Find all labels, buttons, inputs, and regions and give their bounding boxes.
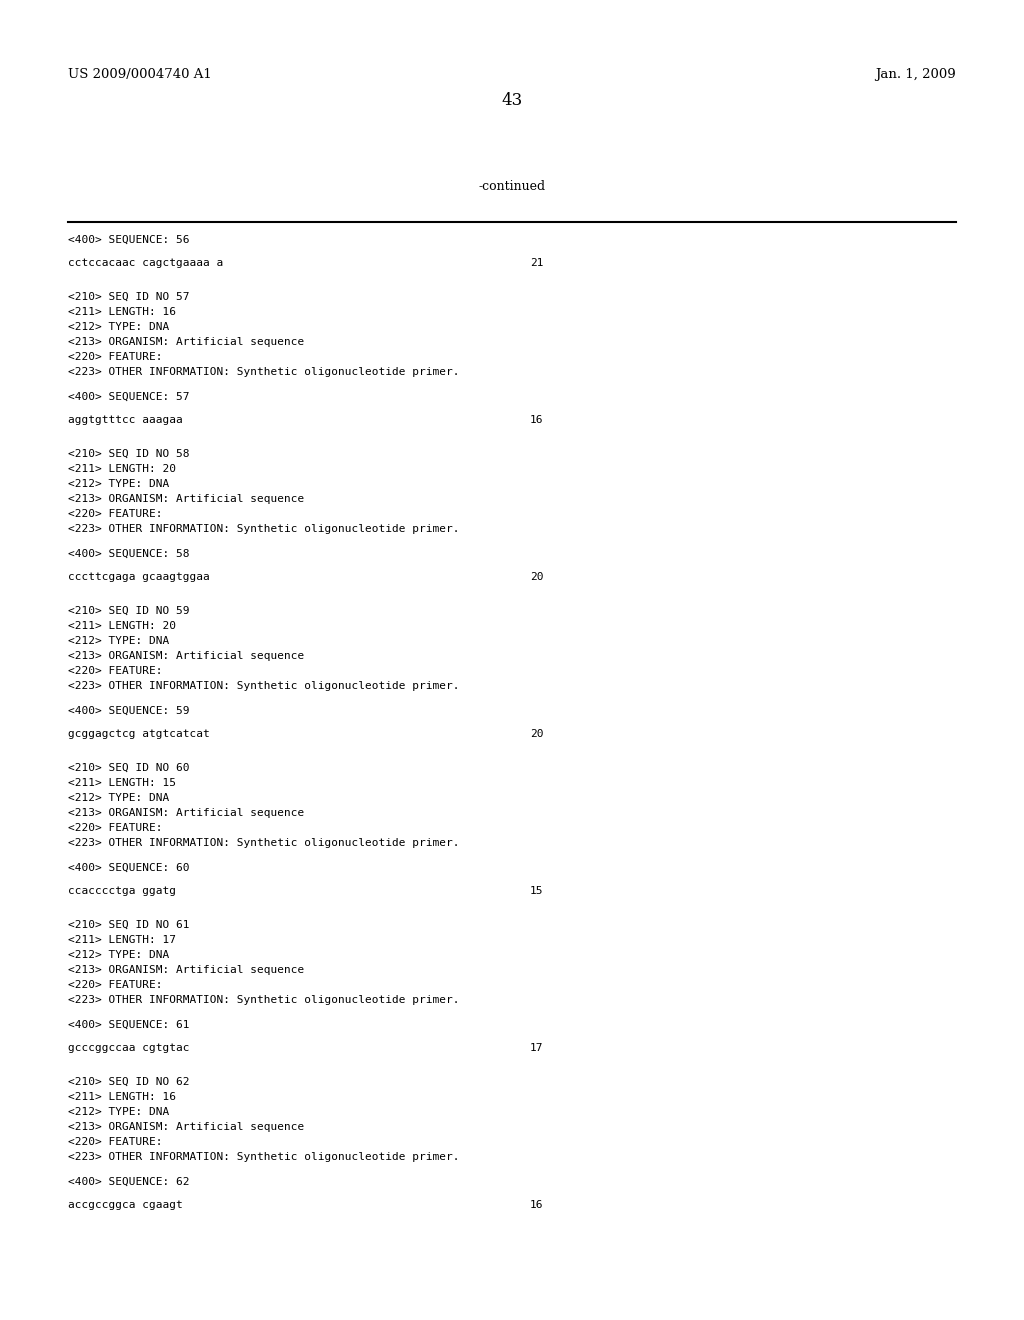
Text: accgccggca cgaagt: accgccggca cgaagt xyxy=(68,1200,182,1210)
Text: ccacccctga ggatg: ccacccctga ggatg xyxy=(68,886,176,896)
Text: <400> SEQUENCE: 59: <400> SEQUENCE: 59 xyxy=(68,706,189,715)
Text: cctccacaac cagctgaaaa a: cctccacaac cagctgaaaa a xyxy=(68,257,223,268)
Text: 43: 43 xyxy=(502,92,522,110)
Text: <223> OTHER INFORMATION: Synthetic oligonucleotide primer.: <223> OTHER INFORMATION: Synthetic oligo… xyxy=(68,838,460,847)
Text: <400> SEQUENCE: 60: <400> SEQUENCE: 60 xyxy=(68,863,189,873)
Text: 20: 20 xyxy=(530,572,544,582)
Text: <212> TYPE: DNA: <212> TYPE: DNA xyxy=(68,793,169,803)
Text: <213> ORGANISM: Artificial sequence: <213> ORGANISM: Artificial sequence xyxy=(68,494,304,504)
Text: <211> LENGTH: 20: <211> LENGTH: 20 xyxy=(68,620,176,631)
Text: <211> LENGTH: 20: <211> LENGTH: 20 xyxy=(68,465,176,474)
Text: US 2009/0004740 A1: US 2009/0004740 A1 xyxy=(68,69,212,81)
Text: 20: 20 xyxy=(530,729,544,739)
Text: <212> TYPE: DNA: <212> TYPE: DNA xyxy=(68,1107,169,1117)
Text: <212> TYPE: DNA: <212> TYPE: DNA xyxy=(68,950,169,960)
Text: 16: 16 xyxy=(530,414,544,425)
Text: <211> LENGTH: 16: <211> LENGTH: 16 xyxy=(68,1092,176,1102)
Text: 17: 17 xyxy=(530,1043,544,1053)
Text: <223> OTHER INFORMATION: Synthetic oligonucleotide primer.: <223> OTHER INFORMATION: Synthetic oligo… xyxy=(68,995,460,1005)
Text: <220> FEATURE:: <220> FEATURE: xyxy=(68,667,163,676)
Text: <223> OTHER INFORMATION: Synthetic oligonucleotide primer.: <223> OTHER INFORMATION: Synthetic oligo… xyxy=(68,367,460,378)
Text: Jan. 1, 2009: Jan. 1, 2009 xyxy=(876,69,956,81)
Text: <212> TYPE: DNA: <212> TYPE: DNA xyxy=(68,479,169,488)
Text: <220> FEATURE:: <220> FEATURE: xyxy=(68,1137,163,1147)
Text: <220> FEATURE:: <220> FEATURE: xyxy=(68,822,163,833)
Text: <210> SEQ ID NO 59: <210> SEQ ID NO 59 xyxy=(68,606,189,616)
Text: 21: 21 xyxy=(530,257,544,268)
Text: <400> SEQUENCE: 62: <400> SEQUENCE: 62 xyxy=(68,1177,189,1187)
Text: gcggagctcg atgtcatcat: gcggagctcg atgtcatcat xyxy=(68,729,210,739)
Text: <210> SEQ ID NO 61: <210> SEQ ID NO 61 xyxy=(68,920,189,931)
Text: <213> ORGANISM: Artificial sequence: <213> ORGANISM: Artificial sequence xyxy=(68,337,304,347)
Text: <220> FEATURE:: <220> FEATURE: xyxy=(68,979,163,990)
Text: <210> SEQ ID NO 62: <210> SEQ ID NO 62 xyxy=(68,1077,189,1086)
Text: gcccggccaa cgtgtac: gcccggccaa cgtgtac xyxy=(68,1043,189,1053)
Text: aggtgtttcc aaagaa: aggtgtttcc aaagaa xyxy=(68,414,182,425)
Text: <211> LENGTH: 17: <211> LENGTH: 17 xyxy=(68,935,176,945)
Text: cccttcgaga gcaagtggaa: cccttcgaga gcaagtggaa xyxy=(68,572,210,582)
Text: <213> ORGANISM: Artificial sequence: <213> ORGANISM: Artificial sequence xyxy=(68,651,304,661)
Text: <213> ORGANISM: Artificial sequence: <213> ORGANISM: Artificial sequence xyxy=(68,965,304,975)
Text: <211> LENGTH: 16: <211> LENGTH: 16 xyxy=(68,308,176,317)
Text: <213> ORGANISM: Artificial sequence: <213> ORGANISM: Artificial sequence xyxy=(68,808,304,818)
Text: <213> ORGANISM: Artificial sequence: <213> ORGANISM: Artificial sequence xyxy=(68,1122,304,1133)
Text: <211> LENGTH: 15: <211> LENGTH: 15 xyxy=(68,777,176,788)
Text: <210> SEQ ID NO 57: <210> SEQ ID NO 57 xyxy=(68,292,189,302)
Text: <212> TYPE: DNA: <212> TYPE: DNA xyxy=(68,636,169,645)
Text: <212> TYPE: DNA: <212> TYPE: DNA xyxy=(68,322,169,333)
Text: <223> OTHER INFORMATION: Synthetic oligonucleotide primer.: <223> OTHER INFORMATION: Synthetic oligo… xyxy=(68,1152,460,1162)
Text: <223> OTHER INFORMATION: Synthetic oligonucleotide primer.: <223> OTHER INFORMATION: Synthetic oligo… xyxy=(68,681,460,690)
Text: <210> SEQ ID NO 58: <210> SEQ ID NO 58 xyxy=(68,449,189,459)
Text: <210> SEQ ID NO 60: <210> SEQ ID NO 60 xyxy=(68,763,189,774)
Text: <220> FEATURE:: <220> FEATURE: xyxy=(68,510,163,519)
Text: <400> SEQUENCE: 56: <400> SEQUENCE: 56 xyxy=(68,235,189,246)
Text: <400> SEQUENCE: 61: <400> SEQUENCE: 61 xyxy=(68,1020,189,1030)
Text: -continued: -continued xyxy=(478,180,546,193)
Text: 15: 15 xyxy=(530,886,544,896)
Text: <400> SEQUENCE: 58: <400> SEQUENCE: 58 xyxy=(68,549,189,558)
Text: <220> FEATURE:: <220> FEATURE: xyxy=(68,352,163,362)
Text: <400> SEQUENCE: 57: <400> SEQUENCE: 57 xyxy=(68,392,189,403)
Text: 16: 16 xyxy=(530,1200,544,1210)
Text: <223> OTHER INFORMATION: Synthetic oligonucleotide primer.: <223> OTHER INFORMATION: Synthetic oligo… xyxy=(68,524,460,535)
